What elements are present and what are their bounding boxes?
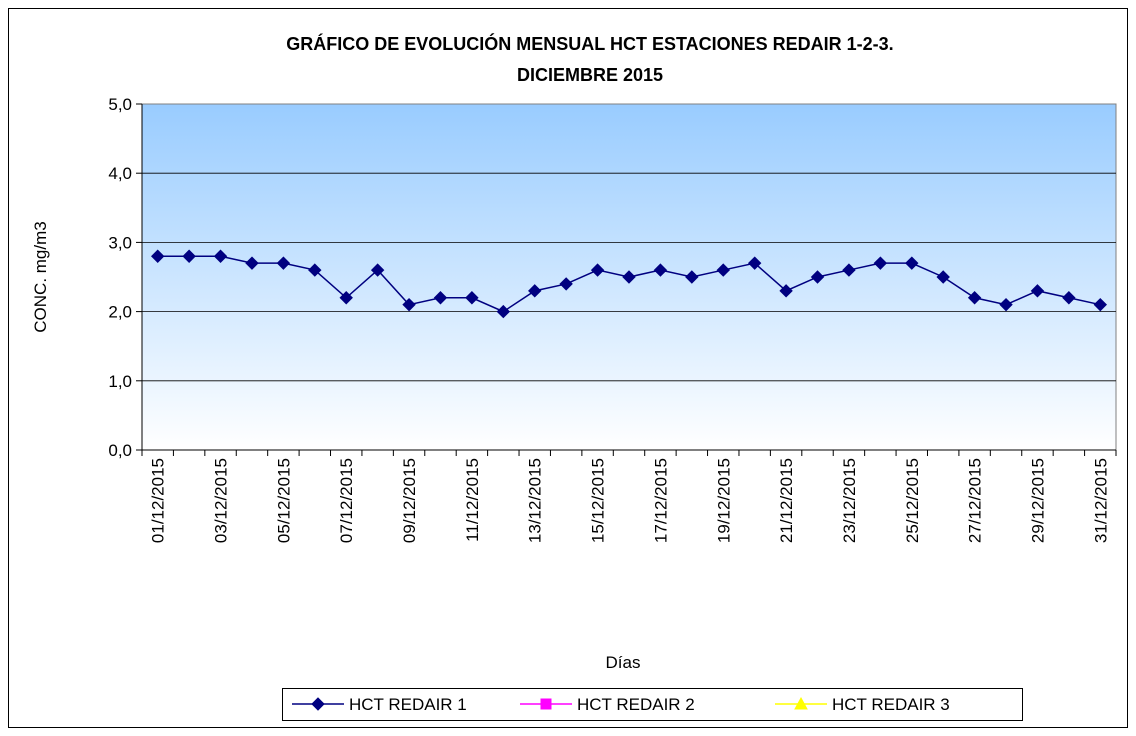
data-point (308, 263, 322, 277)
x-tick-label: 01/12/2015 (149, 458, 168, 543)
x-tick-label: 19/12/2015 (714, 458, 733, 543)
data-point (1030, 284, 1045, 298)
y-tick-label: 0,0 (108, 441, 132, 460)
data-point (151, 249, 165, 263)
data-point (402, 297, 416, 312)
chart-title: DICIEMBRE 2015 (517, 65, 663, 85)
data-point (496, 304, 511, 319)
data-point (1093, 297, 1107, 312)
y-tick-label: 1,0 (108, 372, 132, 391)
data-point (182, 249, 196, 263)
y-tick-label: 5,0 (108, 95, 132, 114)
x-tick-label: 11/12/2015 (463, 458, 482, 542)
x-tick-label: 09/12/2015 (400, 458, 419, 543)
x-tick-label: 07/12/2015 (337, 458, 356, 543)
data-point (622, 270, 636, 284)
data-point (999, 297, 1013, 312)
y-axis-label: CONC. mg/m3 (31, 221, 50, 332)
x-axis-label: Días (606, 653, 641, 672)
data-point (433, 291, 448, 305)
x-tick-label: 21/12/2015 (777, 458, 796, 543)
legend-label: HCT REDAIR 1 (349, 695, 467, 714)
legend-label: HCT REDAIR 2 (577, 695, 695, 714)
data-point (1062, 291, 1076, 305)
data-point (590, 263, 605, 277)
x-tick-label: 15/12/2015 (589, 458, 608, 543)
y-tick-label: 4,0 (108, 164, 132, 183)
data-point (370, 263, 385, 277)
y-tick-label: 3,0 (108, 233, 132, 252)
data-point (810, 270, 825, 284)
x-tick-label: 03/12/2015 (212, 458, 231, 543)
data-point (779, 284, 793, 298)
data-point (339, 291, 353, 305)
x-tick-label: 23/12/2015 (840, 458, 859, 543)
chart-title: GRÁFICO DE EVOLUCIÓN MENSUAL HCT ESTACIO… (286, 33, 893, 54)
x-tick-label: 29/12/2015 (1028, 458, 1047, 543)
x-tick-label: 13/12/2015 (526, 458, 545, 543)
legend-marker (311, 697, 325, 711)
data-point (528, 284, 542, 298)
x-tick-label: 27/12/2015 (966, 458, 985, 543)
data-point (276, 256, 291, 270)
data-point (842, 263, 856, 277)
data-point (905, 256, 919, 270)
data-point (747, 256, 762, 270)
legend-marker (540, 698, 552, 710)
data-point (213, 249, 228, 263)
x-tick-label: 31/12/2015 (1091, 458, 1110, 543)
data-point (465, 291, 479, 305)
data-point (716, 263, 730, 277)
data-point (873, 256, 888, 270)
data-point (936, 270, 950, 284)
x-tick-label: 25/12/2015 (903, 458, 922, 543)
y-tick-label: 2,0 (108, 303, 132, 322)
data-point (245, 256, 259, 270)
legend-label: HCT REDAIR 3 (832, 695, 950, 714)
data-point (559, 277, 573, 291)
x-tick-label: 05/12/2015 (274, 458, 293, 543)
x-tick-label: 17/12/2015 (651, 458, 670, 543)
legend-marker (794, 696, 808, 710)
legend (282, 688, 1023, 721)
data-point (653, 263, 668, 277)
data-point (967, 291, 982, 305)
data-point (685, 270, 699, 284)
